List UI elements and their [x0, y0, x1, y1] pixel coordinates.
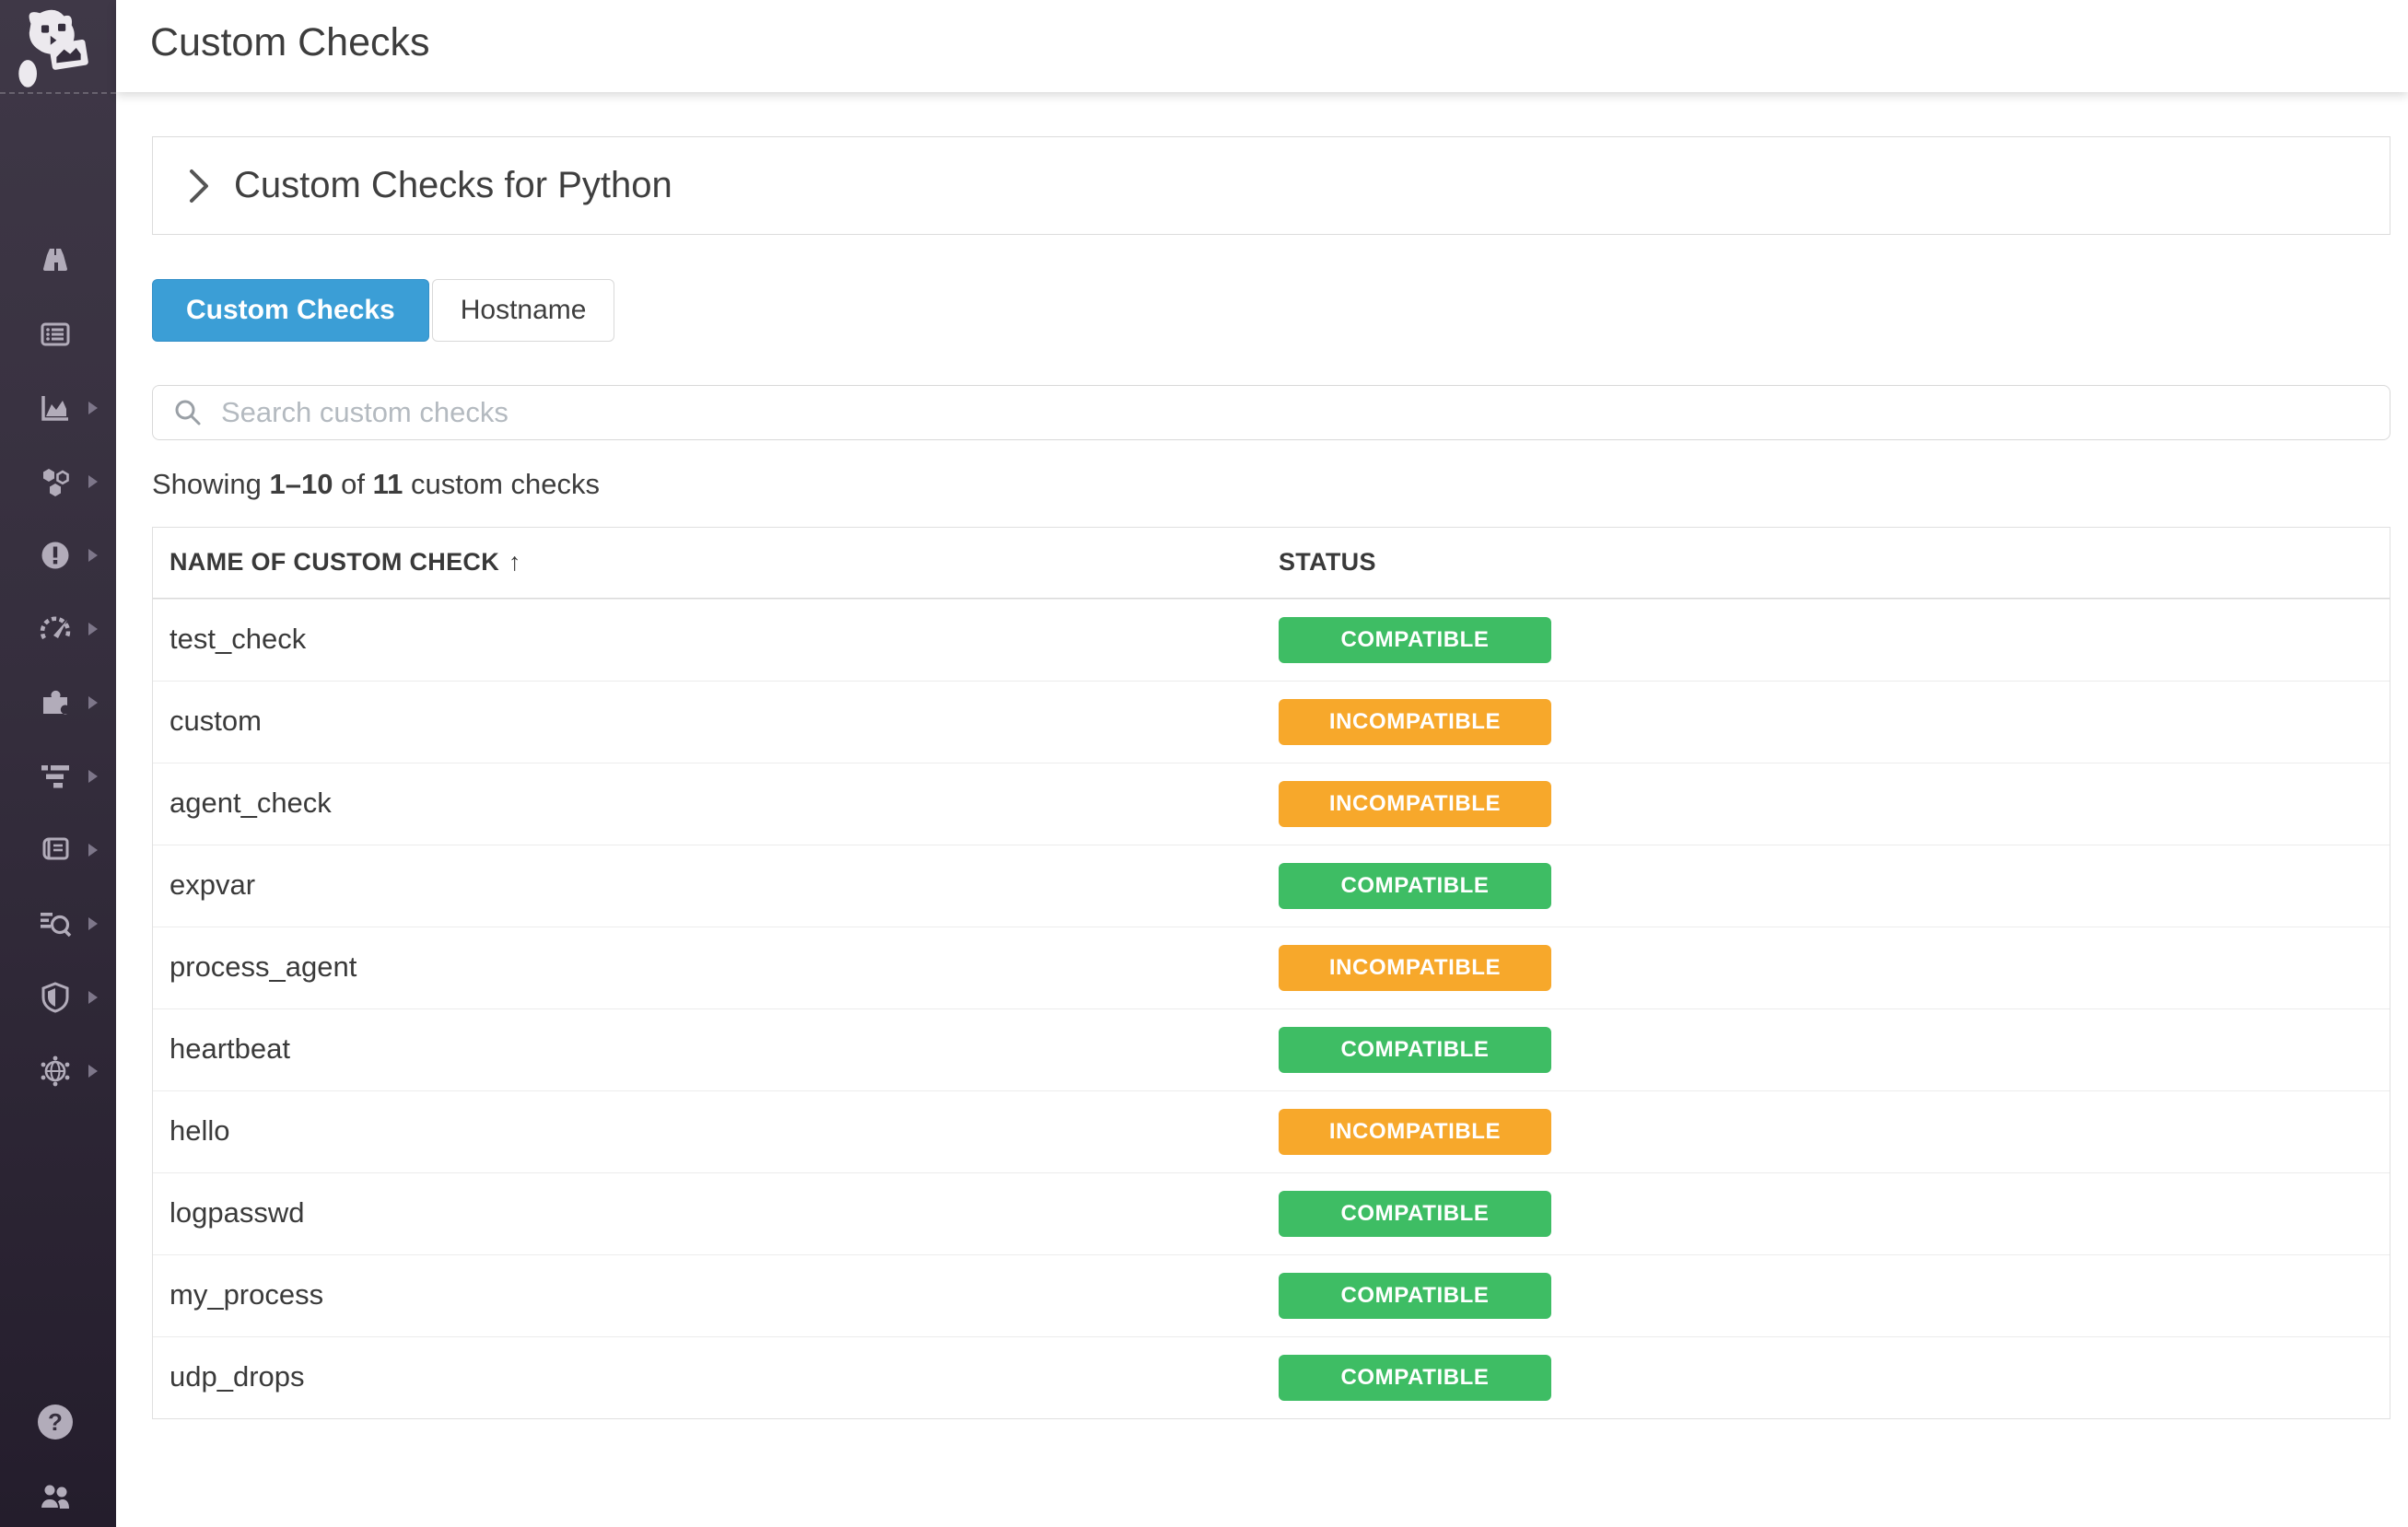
checks-table: NAME OF CUSTOM CHECK ↑ STATUS test_check …: [152, 527, 2390, 1419]
sidebar-item-ux-monitoring[interactable]: [0, 1054, 116, 1089]
page-title: Custom Checks: [150, 20, 430, 64]
check-name: test_check: [169, 623, 307, 655]
main-area: Custom Checks Custom Checks for Python C…: [116, 0, 2408, 1527]
chevron-right-icon: [88, 991, 98, 1004]
check-name: my_process: [169, 1278, 324, 1311]
status-badge: INCOMPATIBLE: [1279, 945, 1551, 991]
table-row: heartbeat COMPATIBLE: [153, 1008, 2390, 1090]
chevron-right-icon: [88, 475, 98, 488]
sidebar-item-help[interactable]: ?: [0, 1405, 116, 1440]
sidebar-item-integrations[interactable]: [0, 685, 116, 720]
sidebar-divider: [0, 92, 116, 94]
status-badge: COMPATIBLE: [1279, 1027, 1551, 1073]
people-icon: [39, 1483, 69, 1510]
trace-bars-icon: [41, 765, 69, 788]
check-name: heartbeat: [169, 1032, 290, 1065]
chevron-right-icon: [88, 696, 98, 709]
sidebar-item-security[interactable]: [0, 980, 116, 1015]
chevron-right-icon: [88, 402, 98, 414]
sidebar-nav: [0, 243, 116, 1089]
table-header-row: NAME OF CUSTOM CHECK ↑ STATUS: [153, 528, 2390, 599]
panel-title: Custom Checks for Python: [234, 165, 672, 205]
sidebar-item-teams[interactable]: [0, 1479, 116, 1514]
help-question-icon: ?: [38, 1405, 73, 1440]
search-input[interactable]: [153, 386, 2390, 439]
status-badge: COMPATIBLE: [1279, 617, 1551, 663]
table-row: agent_check INCOMPATIBLE: [153, 763, 2390, 845]
check-name: agent_check: [169, 787, 332, 819]
globe-network-icon: [41, 1055, 70, 1087]
area-chart-icon: [41, 396, 68, 421]
collapsible-panel-header[interactable]: Custom Checks for Python: [152, 136, 2390, 235]
sort-ascending-icon: ↑: [508, 548, 521, 576]
tab-custom-checks[interactable]: Custom Checks: [152, 279, 429, 342]
log-search-icon: [41, 913, 72, 938]
puzzle-icon: [43, 690, 67, 715]
event-list-icon: [41, 322, 70, 346]
table-row: logpasswd COMPATIBLE: [153, 1172, 2390, 1254]
check-name: custom: [169, 705, 262, 737]
alert-circle-icon: [41, 542, 69, 569]
chevron-right-icon: [88, 623, 98, 635]
check-name: hello: [169, 1114, 230, 1147]
sidebar-item-watchdog[interactable]: [0, 243, 116, 278]
status-badge: INCOMPATIBLE: [1279, 699, 1551, 745]
chevron-right-icon: [88, 1065, 98, 1078]
sidebar-item-dashboards[interactable]: [0, 390, 116, 425]
notebook-icon: [42, 837, 69, 860]
table-row: process_agent INCOMPATIBLE: [153, 927, 2390, 1008]
sidebar-item-apm[interactable]: [0, 759, 116, 794]
check-name: udp_drops: [169, 1360, 305, 1393]
chevron-right-icon: [88, 770, 98, 783]
chevron-right-icon: [88, 844, 98, 857]
hexagons-icon: [43, 469, 69, 496]
status-badge: COMPATIBLE: [1279, 1355, 1551, 1401]
status-badge: COMPATIBLE: [1279, 863, 1551, 909]
sidebar-item-metrics[interactable]: [0, 612, 116, 647]
check-name: logpasswd: [169, 1196, 305, 1229]
table-row: expvar COMPATIBLE: [153, 845, 2390, 927]
sidebar: ?: [0, 0, 116, 1527]
gauge-icon: [40, 616, 71, 640]
column-header-name[interactable]: NAME OF CUSTOM CHECK ↑: [169, 548, 521, 576]
chevron-right-icon: [88, 917, 98, 930]
chevron-right-icon: [190, 169, 208, 203]
binoculars-icon: [43, 249, 67, 271]
shield-icon: [41, 982, 69, 1013]
tab-hostname[interactable]: Hostname: [431, 279, 615, 342]
status-badge: COMPATIBLE: [1279, 1273, 1551, 1319]
tab-bar: Custom Checks Hostname: [152, 279, 615, 342]
status-badge: INCOMPATIBLE: [1279, 781, 1551, 827]
sidebar-item-infrastructure[interactable]: [0, 464, 116, 499]
sidebar-item-notebooks[interactable]: [0, 833, 116, 868]
status-badge: INCOMPATIBLE: [1279, 1109, 1551, 1155]
results-summary: Showing 1–10 of 11 custom checks: [152, 468, 600, 500]
check-name: process_agent: [169, 950, 357, 983]
chevron-right-icon: [88, 549, 98, 562]
sidebar-item-logs[interactable]: [0, 906, 116, 941]
search-box: [152, 385, 2390, 440]
sidebar-item-events[interactable]: [0, 317, 116, 352]
table-row: custom INCOMPATIBLE: [153, 681, 2390, 763]
datadog-logo-icon[interactable]: [7, 6, 109, 90]
table-row: hello INCOMPATIBLE: [153, 1090, 2390, 1172]
table-row: my_process COMPATIBLE: [153, 1254, 2390, 1336]
table-row: udp_drops COMPATIBLE: [153, 1336, 2390, 1418]
table-row: test_check COMPATIBLE: [153, 599, 2390, 681]
check-name: expvar: [169, 868, 256, 901]
column-header-status: STATUS: [1279, 548, 1376, 576]
sidebar-item-monitors[interactable]: [0, 538, 116, 573]
top-bar: Custom Checks: [116, 0, 2408, 92]
status-badge: COMPATIBLE: [1279, 1191, 1551, 1237]
